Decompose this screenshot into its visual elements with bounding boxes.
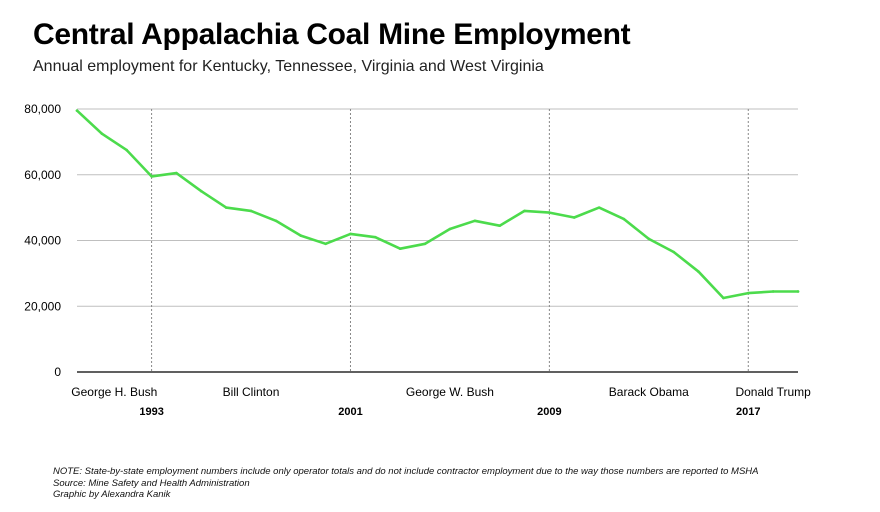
credit-text: Graphic by Alexandra Kanik [53,489,171,500]
footnotes: NOTE: State-by-state employment numbers … [53,466,758,501]
presidency-label: George H. Bush [71,385,157,399]
presidency-label: Donald Trump [735,385,811,399]
gridlines [77,108,798,307]
data-point [572,216,576,219]
chart-title: Central Appalachia Coal Mine Employment [33,18,631,51]
term-year-label: 1993 [139,406,163,418]
data-point [398,247,402,251]
term-year-label: 2017 [736,406,760,418]
data-point [249,209,253,213]
term-year-label: 2009 [537,406,561,418]
y-tick-label: 20,000 [24,299,61,313]
presidency-label: Barack Obama [609,385,689,399]
data-point [548,211,551,214]
source-text: Source: Mine Safety and Health Administr… [53,477,250,489]
series-layer [75,109,800,300]
chart-subtitle: Annual employment for Kentucky, Tennesse… [33,58,544,75]
term-year-labels: 1993 2001 2009 2017 [139,406,760,418]
data-point [597,206,601,209]
data-point [697,270,700,274]
data-point [224,206,228,209]
data-point [299,234,303,237]
data-point [448,227,452,231]
y-axis-ticks: 0 20,000 40,000 60,000 80,000 [24,102,61,379]
y-tick-label: 0 [54,365,61,379]
data-point [771,290,775,293]
data-point [200,189,203,193]
data-point [374,235,377,239]
presidency-label: Bill Clinton [223,385,280,399]
y-tick-label: 80,000 [24,102,61,116]
data-point [423,242,427,246]
data-point [796,290,800,293]
data-point [125,148,129,152]
term-year-label: 2001 [338,406,362,418]
note-text: NOTE: State-by-state employment numbers … [53,466,759,477]
y-tick-label: 60,000 [24,168,61,182]
presidency-label: George W. Bush [406,385,494,399]
data-point [274,219,278,223]
data-point [672,250,675,254]
data-point [746,291,750,295]
data-point [324,242,327,246]
data-point [523,209,526,213]
presidency-labels: George H. Bush Bill Clinton George W. Bush… [71,385,811,399]
data-point [622,217,626,221]
data-point [473,219,477,223]
y-tick-label: 40,000 [24,234,61,248]
employment-line [75,109,800,300]
data-point [349,232,352,236]
data-point [100,132,104,135]
data-point [75,109,79,112]
data-point [175,171,178,175]
data-point [722,296,725,300]
data-point [647,237,651,241]
data-point [498,224,501,228]
data-point [150,175,153,178]
